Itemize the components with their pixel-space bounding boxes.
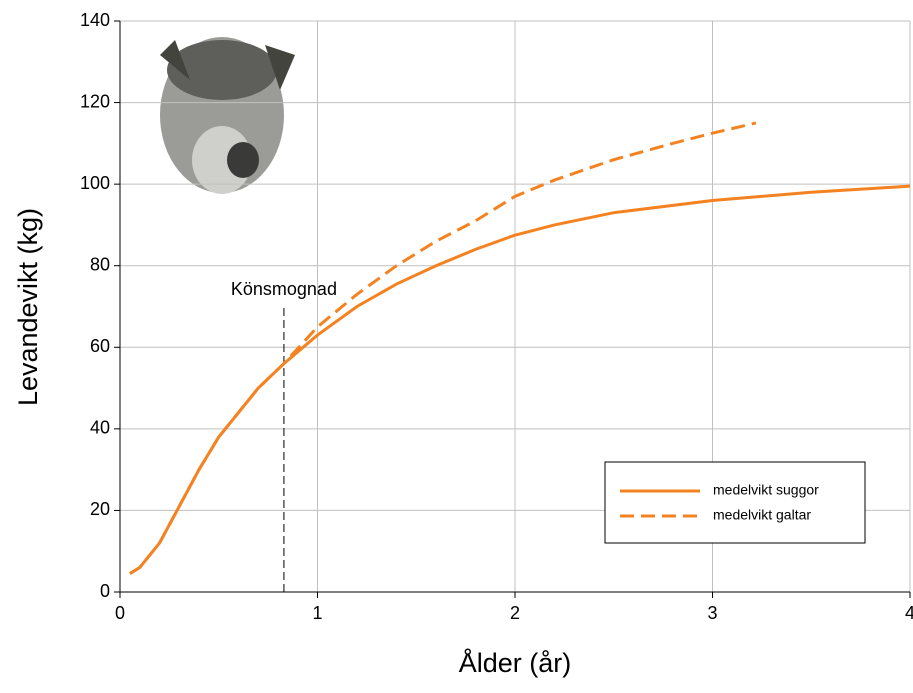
series-line [129, 121, 757, 575]
x-tick-label: 3 [707, 603, 717, 623]
x-tick-label: 0 [115, 603, 125, 623]
y-axis-label: Levandevikt (kg) [13, 208, 43, 406]
legend-label: medelvikt suggor [713, 482, 819, 498]
x-tick-label: 4 [905, 603, 913, 623]
y-tick-label: 20 [90, 499, 110, 519]
y-tick-label: 100 [80, 173, 110, 193]
y-tick-label: 60 [90, 336, 110, 356]
y-tick-label: 120 [80, 91, 110, 111]
boar-image [160, 37, 295, 194]
y-tick-label: 80 [90, 254, 110, 274]
x-tick-label: 2 [510, 603, 520, 623]
annotation-text: Könsmognad [231, 279, 337, 299]
x-tick-label: 1 [312, 603, 322, 623]
legend-box [604, 461, 866, 544]
y-tick-label: 40 [90, 418, 110, 438]
y-tick-label: 140 [80, 10, 110, 30]
x-axis-label: Ålder (år) [459, 647, 572, 678]
y-tick-label: 0 [100, 581, 110, 601]
legend-label: medelvikt galtar [713, 507, 811, 523]
